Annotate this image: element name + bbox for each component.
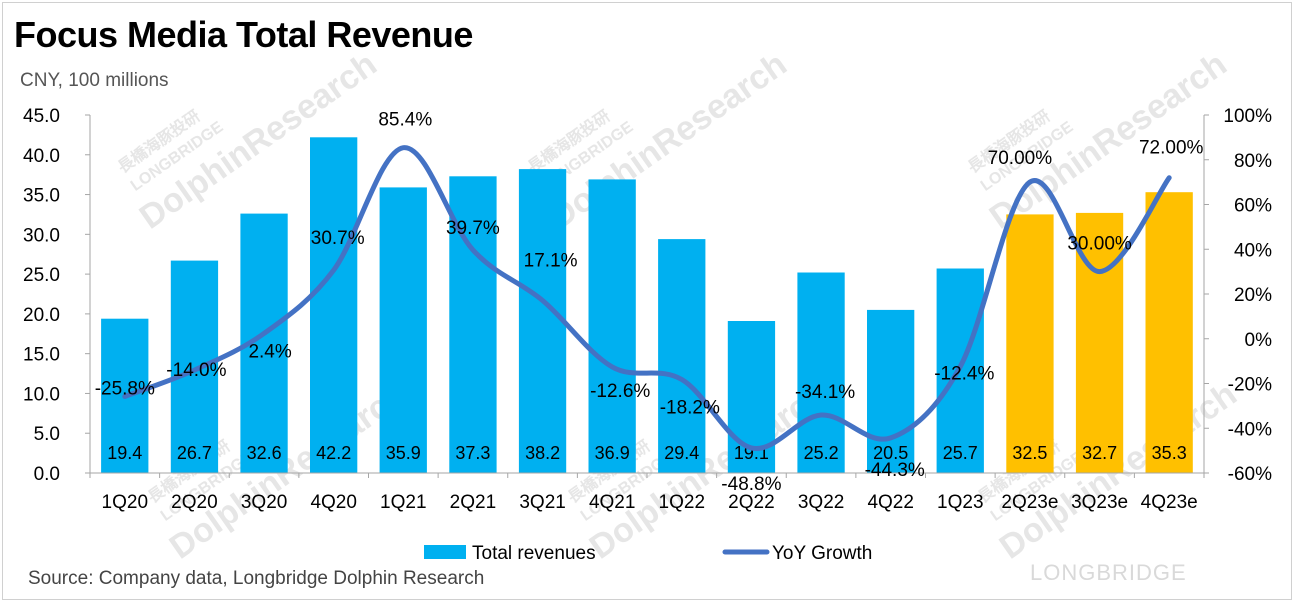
chart-title: Focus Media Total Revenue (14, 14, 473, 55)
source-note: Source: Company data, Longbridge Dolphin… (28, 568, 485, 589)
bar-value-label: 32.7 (1082, 443, 1117, 463)
yoy-label: 85.4% (378, 110, 432, 131)
yoy-label: -14.0% (166, 360, 226, 381)
x-tick-label: 3Q20 (241, 492, 287, 513)
yoy-label: -12.6% (590, 381, 650, 402)
right-tick-label: 100% (1223, 106, 1272, 127)
x-tick-label: 2Q22 (728, 492, 774, 513)
yoy-label: 70.00% (988, 148, 1053, 169)
x-tick-label: 4Q22 (867, 492, 913, 513)
right-tick-label: -20% (1228, 375, 1272, 396)
legend: Total revenues YoY Growth (424, 543, 872, 564)
bar-value-label: 35.9 (386, 443, 421, 463)
bar-value-label: 35.3 (1152, 443, 1187, 463)
legend-bar-label: Total revenues (472, 543, 596, 564)
bar-value-label: 32.5 (1012, 443, 1047, 463)
yoy-label: -44.3% (865, 460, 925, 481)
bar-value-label: 20.5 (873, 443, 908, 463)
bar-labels: 19.4 26.7 32.6 42.2 35.9 37.3 38.2 36.9 29.4 19.1… (107, 443, 1186, 463)
yoy-label: 72.00% (1139, 138, 1204, 159)
legend-line-label: YoY Growth (772, 543, 872, 564)
x-tick-label: 4Q23e (1141, 492, 1198, 513)
yoy-label: -12.4% (934, 364, 994, 385)
bar-4Q22 (867, 309, 915, 473)
x-tick-label: 3Q21 (519, 492, 565, 513)
bar-2Q20 (170, 260, 219, 473)
bar-value-label: 32.6 (247, 443, 282, 463)
x-tick-label: 1Q22 (659, 492, 705, 513)
bar-3Q21 (518, 169, 567, 473)
bar-value-label: 37.3 (455, 443, 490, 463)
bar-value-label: 29.4 (664, 443, 699, 463)
x-tick-label: 4Q20 (310, 492, 356, 513)
x-tick-label: 3Q23e (1071, 492, 1128, 513)
yoy-label: 17.1% (524, 251, 578, 272)
x-tick-label: 2Q21 (450, 492, 496, 513)
line-series (122, 145, 1172, 451)
x-tick-label: 1Q21 (380, 492, 426, 513)
bar-1Q21 (379, 187, 427, 473)
bar-value-label: 38.2 (525, 443, 560, 463)
left-tick-label: 35.0 (23, 186, 60, 207)
bar-4Q20 (310, 137, 358, 474)
yoy-label: 39.7% (446, 218, 500, 239)
yoy-label: -34.1% (795, 382, 855, 403)
bar-value-label: 25.2 (804, 443, 839, 463)
left-tick-label: 45.0 (23, 106, 60, 127)
right-tick-label: 80% (1234, 151, 1272, 172)
x-tick-label: 1Q23 (937, 492, 983, 513)
yoy-label: -18.2% (660, 398, 720, 419)
bar-value-label: 25.7 (943, 443, 978, 463)
yoy-label: 30.7% (311, 228, 365, 249)
x-tick-label: 2Q20 (171, 492, 217, 513)
left-tick-label: 25.0 (23, 265, 60, 286)
bar-series (101, 137, 1193, 474)
bar-value-label: 26.7 (177, 443, 212, 463)
left-tick-label: 20.0 (23, 305, 60, 326)
bar-4Q23e (1145, 192, 1193, 473)
left-tick-label: 30.0 (23, 225, 60, 246)
left-tick-label: 10.0 (23, 384, 60, 405)
brand-watermark: LONGBRIDGE (1030, 560, 1187, 585)
bar-2Q23e (1006, 214, 1054, 473)
yoy-label: 2.4% (248, 341, 291, 362)
right-tick-label: -40% (1228, 419, 1272, 440)
x-tick-label: 3Q22 (798, 492, 844, 513)
right-tick-label: 40% (1234, 240, 1272, 261)
left-tick-label: 40.0 (23, 146, 60, 167)
bar-value-label: 19.4 (107, 443, 142, 463)
x-tick-label: 2Q23e (1001, 492, 1058, 513)
yoy-label: -48.8% (721, 474, 781, 495)
left-tick-label: 0.0 (34, 464, 60, 485)
bar-4Q21 (588, 179, 636, 473)
line-labels: -25.8% -14.0% 2.4% 30.7% 85.4% 39.7% 17.1% -12.… (95, 110, 1204, 495)
right-tick-label: 20% (1234, 285, 1272, 306)
legend-bar-swatch (424, 545, 466, 559)
bar-value-label: 36.9 (595, 443, 630, 463)
x-tick-label: 1Q20 (102, 492, 148, 513)
x-tick-label: 4Q21 (589, 492, 635, 513)
bar-1Q22 (658, 239, 706, 473)
axes: 0.0 5.0 10.0 15.0 20.0 25.0 30.0 35.0 40.0 45.0 -6… (23, 106, 1272, 513)
right-tick-label: -60% (1228, 464, 1272, 485)
chart-subtitle: CNY, 100 millions (20, 70, 169, 91)
right-tick-label: 0% (1245, 330, 1273, 351)
bar-value-label: 42.2 (316, 443, 351, 463)
yoy-label: -25.8% (95, 379, 155, 400)
yoy-label: 30.00% (1067, 234, 1132, 255)
left-tick-label: 15.0 (23, 345, 60, 366)
left-tick-label: 5.0 (34, 424, 60, 445)
bar-3Q22 (797, 272, 845, 473)
yoy-growth-line (122, 145, 1172, 451)
right-tick-label: 60% (1234, 196, 1272, 217)
